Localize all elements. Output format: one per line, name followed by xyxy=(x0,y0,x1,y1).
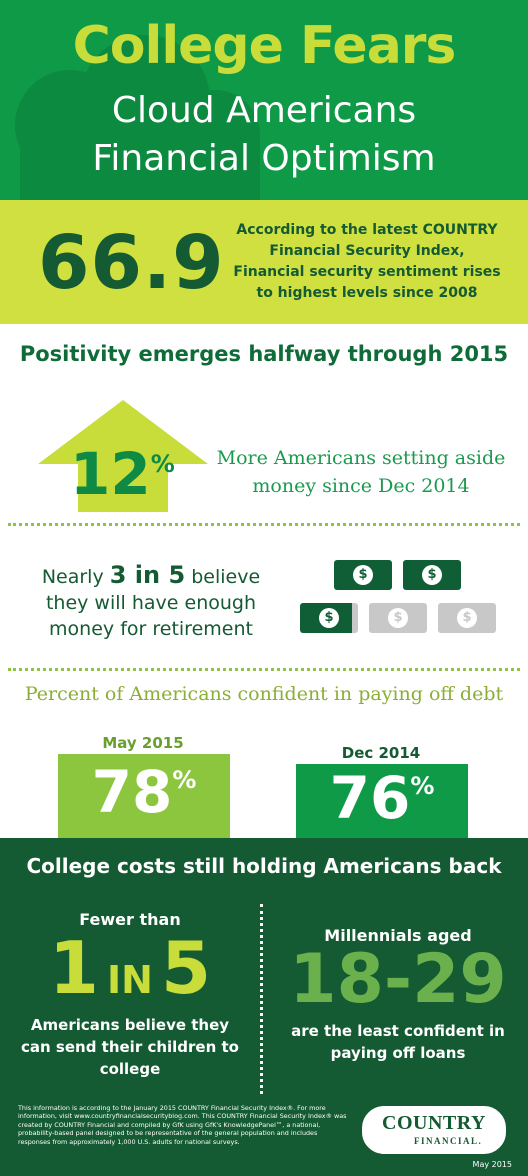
publish-date: May 2015 xyxy=(472,1160,512,1169)
retirement-text: Nearly 3 in 5 believe they will have eno… xyxy=(41,561,261,640)
index-description: According to the latest COUNTRY Financia… xyxy=(233,222,501,301)
index-value: 66.9 xyxy=(38,220,225,306)
title-line-1: College Fears xyxy=(72,16,457,76)
fewer-than-text: Fewer than xyxy=(79,910,181,929)
dollar-bill-icon: $ xyxy=(369,603,427,633)
logo-bottom-text: FINANCIAL. xyxy=(414,1136,483,1146)
may-2015-value: 78% xyxy=(91,758,197,826)
college-section: College costs still holding Americans ba… xyxy=(0,838,528,1176)
positivity-heading: Positivity emerges halfway through 2015 xyxy=(19,342,509,366)
index-band: 66.9 According to the latest COUNTRY Fin… xyxy=(0,200,528,324)
dollar-bill-icon: $ xyxy=(403,560,461,590)
dollar-bill-icon: $ xyxy=(438,603,496,633)
age-range-stat: 18-29 xyxy=(289,940,507,1019)
one-in-five-stat: 1 IN 5 xyxy=(48,926,212,1010)
savers-percent: 12% xyxy=(70,440,175,508)
vertical-divider xyxy=(260,904,263,1094)
dec-2014-label: Dec 2014 xyxy=(341,744,421,762)
title-line-3: Financial Optimism xyxy=(92,138,436,179)
header-section: College Fears Cloud Americans Financial … xyxy=(0,0,528,200)
divider-dots-1 xyxy=(8,523,520,526)
dec-2014-value: 76% xyxy=(329,764,435,832)
millennials-text: Millennials aged xyxy=(324,926,472,945)
up-arrow-icon xyxy=(38,400,208,512)
may-2015-label: May 2015 xyxy=(102,734,184,752)
college-belief-text: Americans believe they can send their ch… xyxy=(21,1016,239,1078)
dollar-bill-icon: $ xyxy=(300,603,358,633)
cloud-icon xyxy=(15,35,260,200)
college-heading: College costs still holding Americans ba… xyxy=(26,854,502,878)
dollar-bill-icon: $ xyxy=(334,560,392,590)
logo-top-text: COUNTRY xyxy=(382,1112,486,1134)
title-line-2: Cloud Americans xyxy=(111,90,417,131)
footnote: This information is according to the Jan… xyxy=(18,1104,347,1146)
country-financial-logo: COUNTRY FINANCIAL. xyxy=(362,1106,506,1154)
divider-dots-2 xyxy=(8,668,520,671)
dec-2014-box: 76% xyxy=(296,764,468,838)
debt-heading: Percent of Americans confident in paying… xyxy=(24,683,504,705)
savers-text: More Americans setting aside money since… xyxy=(216,447,506,497)
may-2015-box: 78% xyxy=(58,754,230,838)
loans-confidence-text: are the least confident in paying off lo… xyxy=(291,1022,505,1062)
